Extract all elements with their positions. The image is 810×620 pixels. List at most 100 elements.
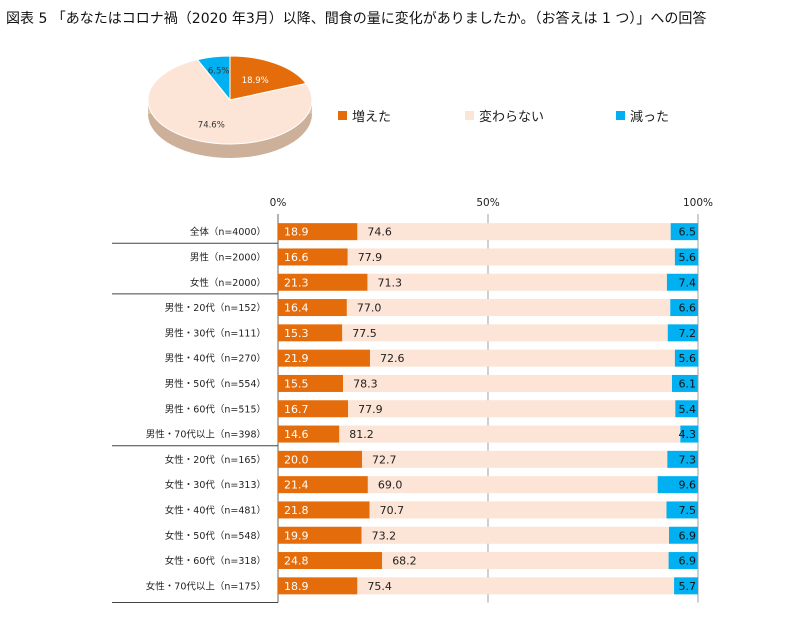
bar-decrease: [666, 273, 698, 291]
bar-same: [357, 223, 671, 241]
pie-slice-decrease: [196, 55, 231, 102]
bar-same: [382, 552, 669, 570]
bar-same: [339, 425, 681, 443]
data-label-same: 78.3: [353, 377, 378, 390]
legend-label-same: 変わらない: [479, 110, 545, 125]
bar-increase: [278, 476, 368, 494]
legend-swatch-same: [465, 111, 474, 120]
data-label-increase: 21.4: [284, 479, 309, 492]
legend-item-same: 変わらない: [465, 106, 544, 125]
category-label: 女性・60代（n=318）: [165, 555, 266, 567]
bar-decrease: [674, 248, 699, 266]
data-label-same: 68.2: [392, 555, 417, 568]
category-label: 全体（n=4000）: [190, 226, 266, 238]
chart-title: 図表 5 「あなたはコロナ禍（2020 年3月）以降、間食の量に変化がありました…: [6, 11, 707, 27]
data-label-increase: 16.7: [284, 403, 309, 416]
pie-label-same: 74.6%: [198, 120, 225, 130]
bar-decrease: [674, 577, 698, 595]
bar-decrease: [674, 349, 699, 367]
bar-increase: [278, 349, 370, 367]
data-label-same: 81.2: [349, 428, 374, 441]
data-label-increase: 20.0: [284, 453, 309, 466]
category-label: 女性・70代以上（n=175）: [146, 580, 266, 592]
pie-chart: 18.9% 74.6% 6.5%: [147, 55, 313, 158]
category-label: 男性（n=2000）: [190, 251, 266, 263]
legend-label-decrease: 減った: [630, 110, 670, 125]
data-label-increase: 24.8: [284, 555, 309, 568]
legend-swatch-increase: [338, 111, 347, 120]
data-label-increase: 15.3: [284, 327, 309, 340]
category-label: 女性・30代（n=313）: [165, 479, 266, 491]
bar-same: [343, 374, 672, 392]
data-label-decrease: 6.1: [679, 377, 697, 390]
category-label: 男性・20代（n=152）: [165, 302, 266, 314]
bar-decrease: [667, 450, 698, 468]
bar-increase: [278, 273, 368, 291]
bar-increase: [278, 324, 343, 342]
bar-increase: [278, 552, 383, 570]
category-label: 男性・70代以上（n=398）: [146, 429, 266, 441]
bar-same: [369, 349, 675, 367]
x-tick-label-0: 0%: [270, 197, 287, 209]
data-label-decrease: 5.7: [679, 580, 697, 593]
pie-label-increase: 18.9%: [242, 76, 269, 86]
data-label-increase: 14.6: [284, 428, 309, 441]
bar-increase: [278, 299, 347, 317]
data-label-increase: 21.8: [284, 504, 309, 517]
bar-increase: [278, 374, 344, 392]
bar-same: [346, 299, 671, 317]
legend: 増えた 変わらない 減った: [338, 106, 698, 126]
category-label: 男性・50代（n=554）: [165, 378, 266, 390]
data-label-decrease: 7.4: [679, 276, 697, 289]
data-label-same: 72.7: [372, 453, 397, 466]
legend-swatch-decrease: [616, 111, 625, 120]
bar-increase: [278, 501, 370, 519]
data-label-increase: 15.5: [284, 377, 309, 390]
pie-label-decrease: 6.5%: [208, 67, 230, 77]
bar-increase: [278, 248, 348, 266]
data-label-same: 69.0: [378, 479, 403, 492]
category-label: 男性・30代（n=111）: [165, 327, 266, 339]
bar-decrease: [680, 425, 699, 443]
data-label-same: 71.3: [378, 276, 403, 289]
data-label-same: 77.9: [358, 403, 383, 416]
data-label-increase: 19.9: [284, 529, 309, 542]
data-label-increase: 18.9: [284, 226, 309, 239]
x-tick-label-2: 100%: [683, 197, 713, 209]
category-label: 男性・60代（n=515）: [165, 403, 266, 415]
data-label-decrease: 5.6: [679, 352, 697, 365]
data-label-same: 70.7: [380, 504, 405, 517]
bar-increase: [278, 400, 349, 418]
bar-decrease: [671, 374, 698, 392]
category-label: 男性・40代（n=270）: [165, 353, 266, 365]
data-label-increase: 21.3: [284, 276, 309, 289]
bar-decrease: [667, 324, 698, 342]
bar-same: [347, 248, 675, 266]
bar-decrease: [666, 501, 698, 519]
data-label-increase: 16.6: [284, 251, 309, 264]
bar-decrease: [669, 526, 698, 544]
bar-decrease: [657, 476, 698, 494]
bar-same: [357, 577, 675, 595]
data-label-decrease: 7.3: [679, 453, 697, 466]
data-label-increase: 18.9: [284, 580, 309, 593]
legend-item-increase: 増えた: [338, 106, 391, 125]
pie-slice-increase: [229, 55, 307, 101]
pie-slice-same: [147, 59, 313, 145]
data-label-decrease: 4.3: [679, 428, 697, 441]
data-label-same: 77.0: [357, 302, 382, 315]
data-label-decrease: 7.5: [679, 504, 697, 517]
bar-decrease: [675, 400, 698, 418]
data-label-decrease: 6.5: [679, 226, 697, 239]
data-label-same: 77.5: [352, 327, 377, 340]
data-label-decrease: 5.4: [679, 403, 697, 416]
bar-increase: [278, 577, 358, 595]
data-label-same: 74.6: [367, 226, 392, 239]
data-label-same: 73.2: [372, 529, 397, 542]
category-label: 女性・50代（n=548）: [165, 530, 266, 542]
bar-same: [367, 273, 667, 291]
legend-label-increase: 増えた: [352, 110, 392, 125]
bar-same: [342, 324, 668, 342]
data-label-decrease: 7.2: [679, 327, 697, 340]
